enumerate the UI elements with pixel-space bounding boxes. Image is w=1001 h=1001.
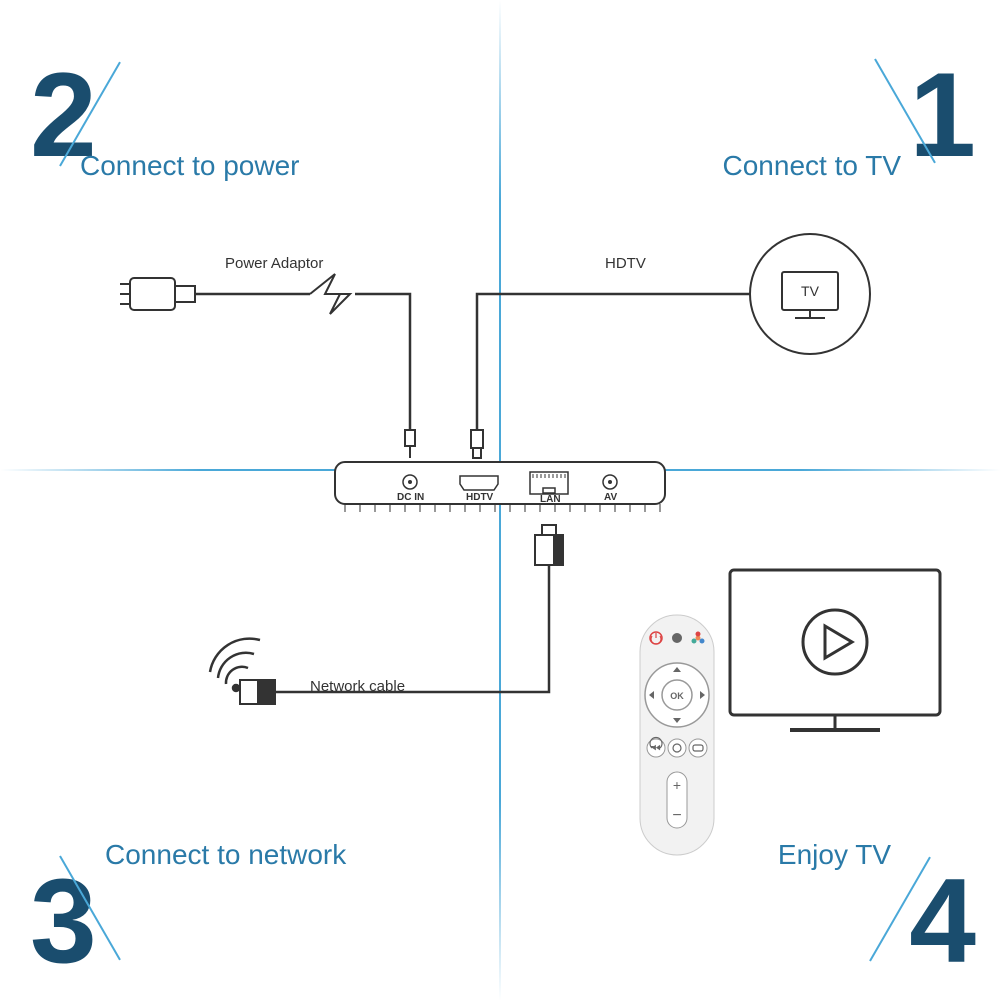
step4-text: Enjoy TV (778, 839, 891, 871)
hdtv-port-label: HDTV (466, 492, 493, 503)
power-cable (195, 294, 410, 430)
step4-number: 4 (909, 861, 976, 981)
step2-text: Connect to power (80, 150, 299, 182)
hdmi-cable (477, 294, 750, 430)
svg-text:−: − (672, 807, 681, 824)
av-label: AV (604, 492, 617, 503)
tv-small-label: TV (801, 283, 820, 299)
power-plug-icon (120, 278, 195, 310)
svg-text:+: + (673, 777, 681, 793)
lan-port (530, 472, 568, 494)
step1-text: Connect to TV (723, 150, 901, 182)
lan-label: LAN (540, 494, 561, 505)
big-tv-icon (730, 570, 940, 730)
tv-small-icon (782, 272, 838, 318)
router-icon (240, 680, 275, 704)
dcin-port (403, 475, 417, 489)
step3-number: 3 (30, 861, 97, 981)
lan-cable (275, 565, 549, 692)
hdtv-label: HDTV (605, 255, 646, 272)
tv-circle (750, 234, 870, 354)
network-cable-label: Network cable (310, 678, 405, 695)
dc-plug-tip (405, 430, 415, 458)
power-break-icon (310, 274, 350, 314)
vertical-axis (499, 0, 501, 1001)
remote-icon: OK + − (640, 615, 714, 855)
svg-text:OK: OK (670, 691, 684, 701)
hdtv-port (460, 476, 498, 490)
lan-plug (535, 525, 563, 565)
dcin-label: DC IN (397, 492, 424, 503)
av-port (603, 475, 617, 489)
hdmi-plug-tip (471, 430, 483, 458)
wifi-icon (210, 639, 260, 691)
step3-text: Connect to network (105, 839, 346, 871)
step1-number: 1 (909, 55, 976, 175)
power-adaptor-label: Power Adaptor (225, 255, 323, 272)
diagram-container: { "steps": { "s1": { "num": "1", "text":… (0, 0, 1001, 1001)
